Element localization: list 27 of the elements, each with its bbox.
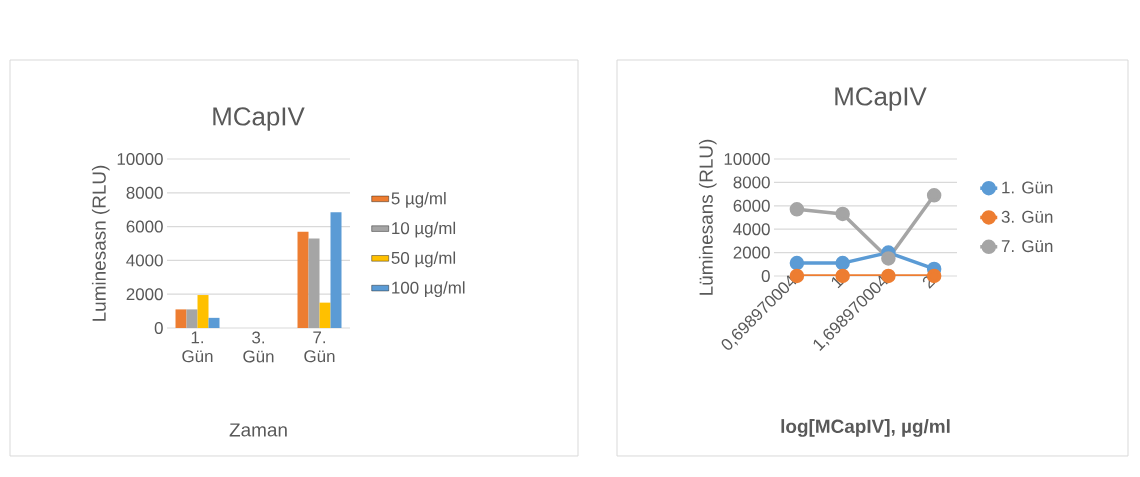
x-axis-title: log[MCapIV], µg/ml [781, 419, 950, 437]
x-axis-title: Zaman [229, 423, 287, 437]
y-tick-label: 2000 [126, 288, 163, 301]
y-tick-label: 0 [154, 321, 163, 334]
y-axis-title: Lüminesans (RLU) [698, 139, 717, 295]
y-tick-label: 6000 [733, 199, 770, 212]
y-tick-label: 4000 [126, 254, 163, 267]
y-tick-label: 8000 [733, 176, 770, 189]
x-tick-label: 1. Gün [182, 331, 213, 363]
y-tick-label: 6000 [126, 220, 163, 233]
x-tick-label: 3. Gün [243, 331, 274, 363]
x-tick-label: 7. Gün [304, 331, 335, 363]
y-tick-label: 10000 [724, 152, 770, 165]
legend-label: 1. Gün [1002, 181, 1053, 194]
legend-label: 5 µg/ml [391, 191, 446, 208]
y-tick-label: 8000 [126, 186, 163, 199]
legend-label: 7. Gün [1001, 240, 1053, 253]
legend-label: 3. Gün [1001, 210, 1053, 223]
y-tick-label: 4000 [733, 223, 770, 236]
legend-label: 10 µg/ml [392, 221, 456, 238]
legend-label: 50 µg/ml [391, 251, 456, 268]
y-tick-label: 10000 [117, 152, 163, 165]
y-axis-title: Luminesasn (RLU) [91, 165, 110, 321]
legend-label: 100 µg/ml [392, 281, 465, 298]
chart-title: MCapIV [213, 107, 305, 131]
chart-title: MCapIV [835, 87, 927, 111]
y-tick-label: 2000 [733, 246, 770, 259]
